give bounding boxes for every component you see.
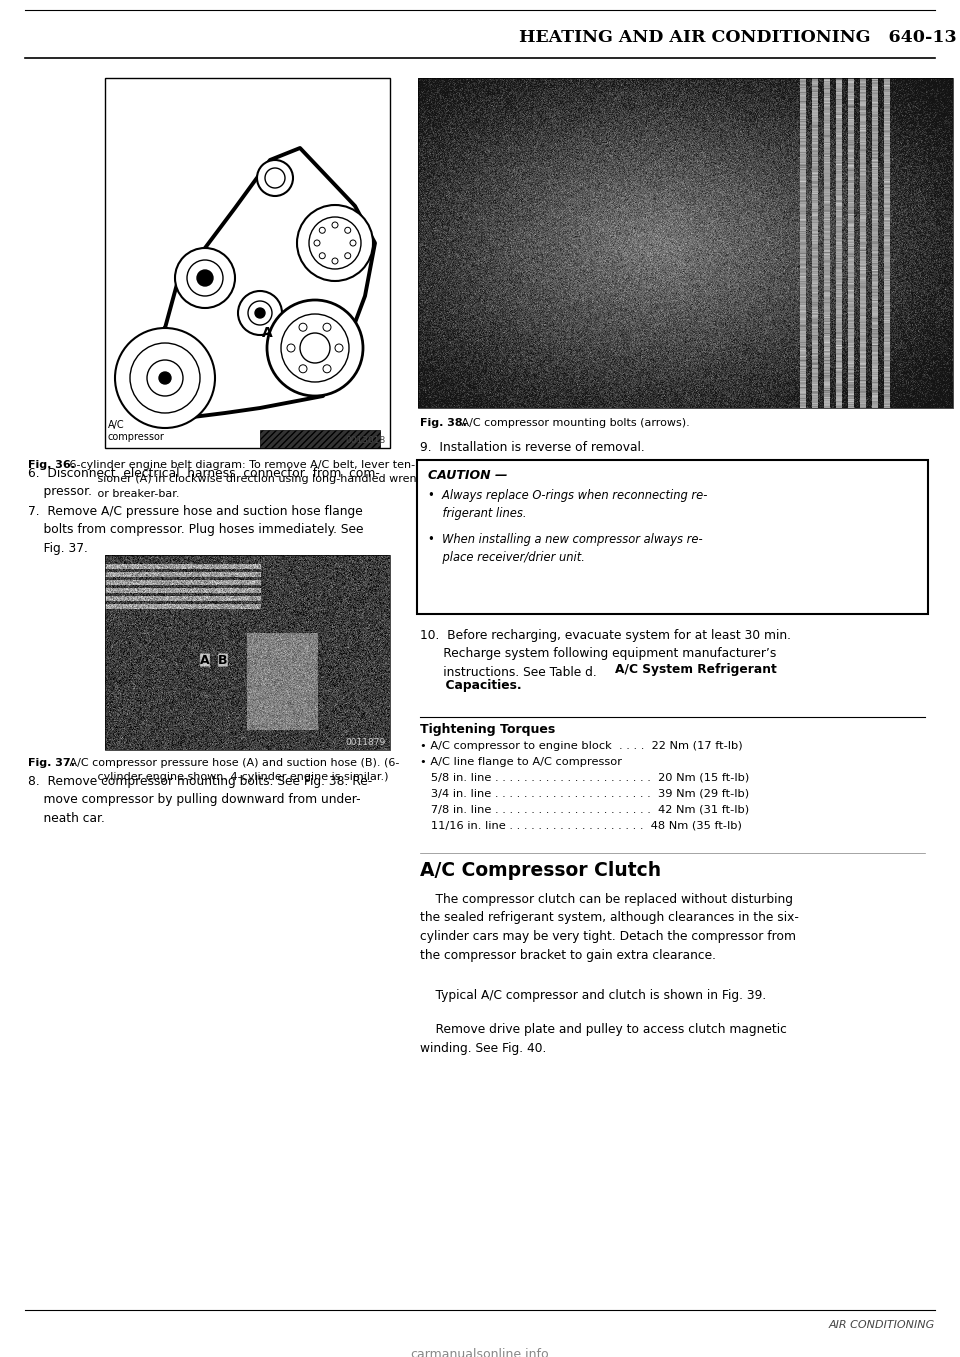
- Text: A/C compressor pressure hose (A) and suction hose (B). (6-
         cylinder eng: A/C compressor pressure hose (A) and suc…: [66, 759, 399, 783]
- Text: Capacities.: Capacities.: [420, 678, 521, 692]
- Text: A/C System Refrigerant: A/C System Refrigerant: [615, 664, 777, 676]
- Text: Fig. 37.: Fig. 37.: [28, 759, 75, 768]
- Text: • A/C compressor to engine block  . . . .  22 Nm (17 ft-lb): • A/C compressor to engine block . . . .…: [420, 741, 743, 750]
- Text: A: A: [262, 326, 273, 341]
- Circle shape: [323, 365, 331, 373]
- Circle shape: [345, 227, 350, 233]
- Text: 7.  Remove A/C pressure hose and suction hose flange
    bolts from compressor. : 7. Remove A/C pressure hose and suction …: [28, 505, 364, 555]
- Text: 0011879: 0011879: [346, 738, 386, 746]
- Circle shape: [299, 323, 307, 331]
- Circle shape: [314, 240, 320, 246]
- Circle shape: [175, 248, 235, 308]
- Text: 11/16 in. line . . . . . . . . . . . . . . . . . . .  48 Nm (35 ft-lb): 11/16 in. line . . . . . . . . . . . . .…: [420, 821, 742, 830]
- Text: Remove drive plate and pulley to access clutch magnetic
winding. See Fig. 40.: Remove drive plate and pulley to access …: [420, 1006, 787, 1054]
- Circle shape: [323, 323, 331, 331]
- Circle shape: [350, 240, 356, 246]
- Text: 0013018: 0013018: [346, 436, 386, 445]
- Text: B: B: [218, 654, 228, 666]
- Circle shape: [300, 332, 330, 364]
- Circle shape: [335, 345, 343, 351]
- Circle shape: [159, 372, 171, 384]
- Text: 9.  Installation is reverse of removal.: 9. Installation is reverse of removal.: [420, 441, 645, 455]
- Text: carmanualsonline.info: carmanualsonline.info: [411, 1348, 549, 1357]
- Text: 3/4 in. line . . . . . . . . . . . . . . . . . . . . . .  39 Nm (29 ft-lb): 3/4 in. line . . . . . . . . . . . . . .…: [420, 788, 749, 799]
- Bar: [105, 77, 390, 448]
- Circle shape: [197, 270, 213, 286]
- Bar: [260, 430, 380, 448]
- Text: 6.  Disconnect  electrical  harness  connector  from  com-
    pressor.: 6. Disconnect electrical harness connect…: [28, 467, 380, 498]
- Text: 5/8 in. line . . . . . . . . . . . . . . . . . . . . . .  20 Nm (15 ft-lb): 5/8 in. line . . . . . . . . . . . . . .…: [420, 773, 749, 783]
- Circle shape: [238, 290, 282, 335]
- Text: A: A: [201, 654, 210, 666]
- Circle shape: [115, 328, 215, 427]
- Text: A/C Compressor Clutch: A/C Compressor Clutch: [420, 860, 661, 879]
- Circle shape: [332, 258, 338, 265]
- Circle shape: [255, 308, 265, 318]
- Circle shape: [320, 227, 325, 233]
- Circle shape: [345, 252, 350, 259]
- Text: CAUTION —: CAUTION —: [428, 470, 508, 482]
- Text: 8.  Remove compressor mounting bolts. See Fig. 38. Re-
    move compressor by pu: 8. Remove compressor mounting bolts. See…: [28, 775, 372, 825]
- Text: Tightening Torques: Tightening Torques: [420, 723, 555, 735]
- Circle shape: [297, 205, 373, 281]
- Circle shape: [267, 300, 363, 396]
- Text: The compressor clutch can be replaced without disturbing
the sealed refrigerant : The compressor clutch can be replaced wi…: [420, 893, 799, 962]
- Circle shape: [299, 365, 307, 373]
- Text: •  When installing a new compressor always re-
    place receiver/drier unit.: • When installing a new compressor alway…: [428, 533, 703, 565]
- Text: • A/C line flange to A/C compressor: • A/C line flange to A/C compressor: [420, 757, 622, 767]
- Text: Fig. 38.: Fig. 38.: [420, 418, 467, 427]
- Text: Typical A/C compressor and clutch is shown in Fig. 39.: Typical A/C compressor and clutch is sho…: [420, 972, 766, 1003]
- Text: 10.  Before recharging, evacuate system for at least 30 min.
      Recharge syst: 10. Before recharging, evacuate system f…: [420, 630, 791, 678]
- Circle shape: [320, 252, 325, 259]
- Text: •  Always replace O-rings when reconnecting re-
    frigerant lines.: • Always replace O-rings when reconnecti…: [428, 489, 708, 521]
- Text: A/C
compressor: A/C compressor: [108, 421, 165, 441]
- Circle shape: [257, 160, 293, 195]
- Bar: [418, 77, 953, 408]
- FancyBboxPatch shape: [417, 460, 928, 613]
- Circle shape: [287, 345, 295, 351]
- Text: A/C compressor mounting bolts (arrows).: A/C compressor mounting bolts (arrows).: [458, 418, 689, 427]
- Text: HEATING AND AIR CONDITIONING   640-13: HEATING AND AIR CONDITIONING 640-13: [519, 30, 957, 46]
- Text: AIR CONDITIONING: AIR CONDITIONING: [828, 1320, 935, 1330]
- Text: Fig. 36.: Fig. 36.: [28, 460, 75, 470]
- Circle shape: [332, 223, 338, 228]
- Text: 7/8 in. line . . . . . . . . . . . . . . . . . . . . . .  42 Nm (31 ft-lb): 7/8 in. line . . . . . . . . . . . . . .…: [420, 805, 749, 816]
- Text: 6-cylinder engine belt diagram: To remove A/C belt, lever ten-
         sioner (: 6-cylinder engine belt diagram: To remov…: [66, 460, 430, 499]
- Bar: [105, 555, 390, 750]
